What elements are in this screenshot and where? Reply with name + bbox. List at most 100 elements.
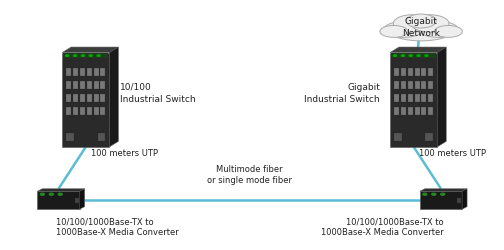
FancyBboxPatch shape: [66, 69, 71, 76]
Text: Gigabit
Industrial Switch: Gigabit Industrial Switch: [304, 82, 380, 103]
Polygon shape: [62, 53, 109, 147]
FancyBboxPatch shape: [401, 82, 406, 90]
FancyBboxPatch shape: [391, 54, 436, 59]
Circle shape: [40, 194, 44, 196]
Polygon shape: [390, 48, 446, 53]
Text: 10/100/1000Base-TX to
1000Base-X Media Converter: 10/100/1000Base-TX to 1000Base-X Media C…: [321, 216, 444, 236]
Text: Multimode fiber
or single mode fiber: Multimode fiber or single mode fiber: [207, 164, 292, 184]
Circle shape: [58, 194, 62, 196]
Text: 10/100/1000Base-TX to
1000Base-X Media Converter: 10/100/1000Base-TX to 1000Base-X Media C…: [56, 216, 179, 236]
FancyBboxPatch shape: [66, 134, 74, 141]
Circle shape: [423, 194, 427, 196]
Ellipse shape: [390, 23, 452, 42]
FancyBboxPatch shape: [94, 94, 99, 102]
Ellipse shape: [411, 16, 449, 33]
Circle shape: [49, 194, 53, 196]
FancyBboxPatch shape: [94, 107, 99, 115]
FancyBboxPatch shape: [80, 69, 85, 76]
FancyBboxPatch shape: [425, 134, 433, 141]
FancyBboxPatch shape: [421, 107, 426, 115]
Text: 100 meters UTP: 100 meters UTP: [91, 148, 158, 157]
FancyBboxPatch shape: [100, 94, 105, 102]
Polygon shape: [390, 53, 437, 147]
FancyBboxPatch shape: [394, 134, 402, 141]
FancyBboxPatch shape: [100, 82, 105, 90]
Circle shape: [74, 56, 77, 57]
FancyBboxPatch shape: [401, 107, 406, 115]
Ellipse shape: [419, 22, 458, 38]
FancyBboxPatch shape: [415, 82, 419, 90]
Ellipse shape: [393, 16, 431, 33]
FancyBboxPatch shape: [428, 107, 433, 115]
Ellipse shape: [406, 15, 436, 29]
FancyBboxPatch shape: [97, 134, 105, 141]
Circle shape: [66, 56, 69, 57]
FancyBboxPatch shape: [94, 82, 99, 90]
Circle shape: [97, 56, 100, 57]
Circle shape: [82, 56, 84, 57]
Circle shape: [440, 194, 445, 196]
Circle shape: [417, 56, 420, 57]
FancyBboxPatch shape: [408, 94, 413, 102]
Ellipse shape: [434, 26, 462, 38]
Polygon shape: [420, 192, 462, 209]
FancyBboxPatch shape: [87, 107, 92, 115]
FancyBboxPatch shape: [66, 94, 71, 102]
FancyBboxPatch shape: [401, 69, 406, 76]
FancyBboxPatch shape: [73, 94, 78, 102]
FancyBboxPatch shape: [428, 69, 433, 76]
Circle shape: [432, 194, 436, 196]
Circle shape: [425, 56, 428, 57]
FancyBboxPatch shape: [394, 94, 399, 102]
FancyBboxPatch shape: [394, 69, 399, 76]
FancyBboxPatch shape: [421, 94, 426, 102]
Circle shape: [394, 56, 397, 57]
FancyBboxPatch shape: [415, 69, 419, 76]
FancyBboxPatch shape: [63, 54, 108, 59]
FancyBboxPatch shape: [87, 82, 92, 90]
FancyBboxPatch shape: [421, 69, 426, 76]
FancyBboxPatch shape: [94, 69, 99, 76]
Polygon shape: [437, 48, 446, 147]
FancyBboxPatch shape: [421, 82, 426, 90]
Ellipse shape: [384, 22, 423, 38]
Circle shape: [401, 56, 404, 57]
FancyBboxPatch shape: [87, 69, 92, 76]
FancyBboxPatch shape: [415, 94, 419, 102]
FancyBboxPatch shape: [73, 107, 78, 115]
FancyBboxPatch shape: [66, 82, 71, 90]
Circle shape: [409, 56, 412, 57]
Polygon shape: [462, 189, 467, 209]
Polygon shape: [37, 192, 80, 209]
Polygon shape: [420, 189, 467, 192]
FancyBboxPatch shape: [457, 198, 461, 203]
Polygon shape: [37, 189, 85, 192]
FancyBboxPatch shape: [401, 94, 406, 102]
Polygon shape: [109, 48, 118, 147]
FancyBboxPatch shape: [394, 82, 399, 90]
FancyBboxPatch shape: [408, 69, 413, 76]
FancyBboxPatch shape: [80, 94, 85, 102]
FancyBboxPatch shape: [80, 107, 85, 115]
FancyBboxPatch shape: [80, 82, 85, 90]
FancyBboxPatch shape: [87, 94, 92, 102]
Text: 10/100
Industrial Switch: 10/100 Industrial Switch: [119, 82, 195, 103]
FancyBboxPatch shape: [73, 69, 78, 76]
Text: 100 meters UTP: 100 meters UTP: [419, 148, 486, 157]
FancyBboxPatch shape: [408, 82, 413, 90]
FancyBboxPatch shape: [100, 107, 105, 115]
Text: Gigabit
Network: Gigabit Network: [402, 17, 440, 38]
FancyBboxPatch shape: [100, 69, 105, 76]
FancyBboxPatch shape: [73, 82, 78, 90]
Polygon shape: [62, 48, 118, 53]
Ellipse shape: [380, 26, 408, 38]
FancyBboxPatch shape: [428, 94, 433, 102]
Circle shape: [89, 56, 92, 57]
FancyBboxPatch shape: [415, 107, 419, 115]
FancyBboxPatch shape: [408, 107, 413, 115]
FancyBboxPatch shape: [394, 107, 399, 115]
FancyBboxPatch shape: [75, 198, 79, 203]
FancyBboxPatch shape: [428, 82, 433, 90]
Polygon shape: [80, 189, 85, 209]
FancyBboxPatch shape: [66, 107, 71, 115]
